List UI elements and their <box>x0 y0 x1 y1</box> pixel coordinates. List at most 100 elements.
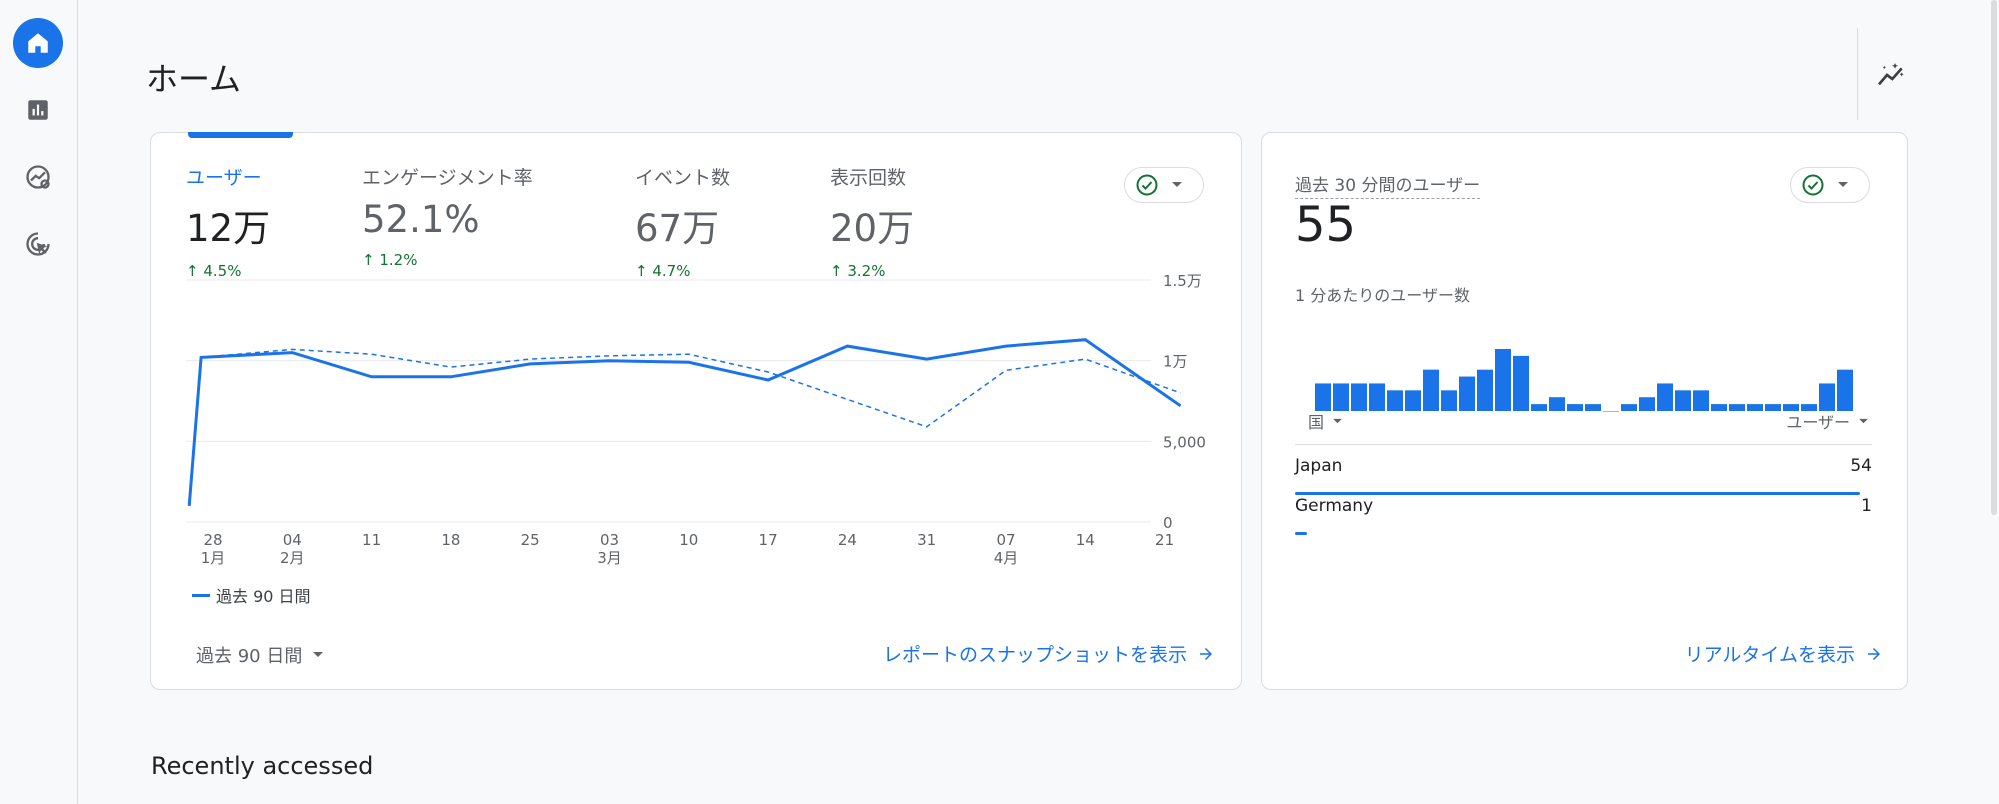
header-divider <box>1857 28 1858 120</box>
per-minute-bar <box>1333 383 1349 411</box>
nav-explore-button[interactable] <box>13 152 63 202</box>
home-icon <box>28 33 48 53</box>
nav-rail <box>0 0 78 804</box>
per-minute-bar <box>1405 390 1421 411</box>
x-tick-label: 10 <box>679 531 698 549</box>
per-minute-bar <box>1675 390 1691 411</box>
view-snapshot-label: レポートのスナップショットを表示 <box>882 644 1187 666</box>
check-circle-icon <box>1136 174 1158 196</box>
per-minute-bar <box>1459 376 1475 411</box>
metric-label: 表示回数 <box>830 167 907 189</box>
per-minute-bar <box>1837 369 1853 411</box>
y-tick-label: 0 <box>1163 514 1173 532</box>
comparison-series-line <box>201 348 1181 428</box>
nav-home-button[interactable] <box>13 18 63 68</box>
caret-down-icon <box>1333 418 1342 423</box>
nav-advertising-button[interactable] <box>13 219 63 269</box>
country-users: 54 <box>1850 456 1872 476</box>
legend-label: 過去 90 日間 <box>216 587 311 606</box>
bar-chart-icon <box>28 100 48 120</box>
y-tick-label: 1万 <box>1163 353 1188 371</box>
per-minute-label: 1 分あたりのユーザー数 <box>1295 286 1470 305</box>
x-tick-label: 04 <box>283 531 302 549</box>
overview-card: ユーザー 12万 ↑ 4.5% エンゲージメント率 52.1% ↑ 1.2% イ… <box>150 132 1242 690</box>
realtime-card: 過去 30 分間のユーザー 55 1 分あたりのユーザー数 国 ユーザー Jap… <box>1261 132 1908 690</box>
metric-value: 20万 <box>830 207 915 250</box>
share-bar <box>1295 492 1861 495</box>
legend-swatch <box>192 593 210 597</box>
view-realtime-link[interactable]: リアルタイムを表示 <box>1685 640 1883 667</box>
per-minute-bar <box>1747 404 1763 411</box>
share-bar <box>1295 532 1307 535</box>
per-minute-bar <box>1585 404 1601 411</box>
x-tick-label: 18 <box>441 531 460 549</box>
metric-change: ↑ 3.2% <box>830 262 886 280</box>
realtime-quality-menu-button[interactable] <box>1790 167 1870 203</box>
metric-change-value: 3.2% <box>847 262 886 280</box>
per-minute-bar <box>1819 383 1835 411</box>
per-minute-bar <box>1549 397 1565 411</box>
x-tick-label: 31 <box>917 531 936 549</box>
metric-value: 52.1% <box>362 198 480 241</box>
view-realtime-label: リアルタイムを表示 <box>1684 644 1855 666</box>
per-minute-bar <box>1639 397 1655 411</box>
x-tick-month-label: 3月 <box>597 549 622 567</box>
country-column-header[interactable]: 国 <box>1308 409 1343 433</box>
table-divider <box>1295 444 1872 445</box>
date-range-label: 過去 90 日間 <box>196 646 303 667</box>
x-tick-label: 24 <box>838 531 857 549</box>
x-tick-label: 21 <box>1155 531 1174 549</box>
x-tick-label: 28 <box>203 531 222 549</box>
metric-views-tab[interactable]: 表示回数 20万 ↑ 3.2% <box>830 163 914 280</box>
metric-change: ↑ 4.7% <box>635 262 691 280</box>
y-tick-label: 1.5万 <box>1163 272 1202 290</box>
metric-engagement-tab[interactable]: エンゲージメント率 52.1% ↑ 1.2% <box>362 163 533 269</box>
x-tick-label: 17 <box>759 531 778 549</box>
explore-icon <box>26 165 50 189</box>
arrow-right-icon <box>1200 647 1212 660</box>
metric-change: ↑ 1.2% <box>362 251 418 269</box>
page-title: ホーム <box>146 60 242 98</box>
caret-down-icon <box>1172 182 1182 187</box>
x-tick-month-label: 4月 <box>994 549 1019 567</box>
metric-events-tab[interactable]: イベント数 67万 ↑ 4.7% <box>635 163 730 280</box>
insights-button[interactable] <box>1869 53 1913 97</box>
x-tick-label: 11 <box>362 531 381 549</box>
view-snapshot-link[interactable]: レポートのスナップショットを表示 <box>883 640 1215 667</box>
per-minute-bar <box>1315 383 1331 411</box>
per-minute-bar <box>1531 404 1547 411</box>
scrollbar-thumb[interactable] <box>1991 0 1997 515</box>
metric-change: ↑ 4.5% <box>186 262 242 280</box>
page-scrollbar[interactable] <box>1989 0 1999 804</box>
x-tick-label: 14 <box>1076 531 1095 549</box>
x-tick-label: 07 <box>996 531 1015 549</box>
caret-down-icon <box>1859 418 1868 423</box>
per-minute-bar-chart <box>1315 349 1853 412</box>
chart-legend: 過去 90 日間 <box>192 583 311 607</box>
insights-icon <box>1877 63 1904 86</box>
cursor-target-icon <box>26 232 50 256</box>
caret-down-icon <box>313 652 324 657</box>
per-minute-bar <box>1369 383 1385 411</box>
per-minute-bar <box>1729 404 1745 411</box>
per-minute-bar <box>1513 355 1529 411</box>
per-minute-bar <box>1801 404 1817 411</box>
date-range-dropdown[interactable]: 過去 90 日間 <box>196 642 324 668</box>
per-minute-bar <box>1693 390 1709 411</box>
nav-reports-button[interactable] <box>13 85 63 135</box>
data-quality-menu-button[interactable] <box>1124 167 1204 203</box>
per-minute-bar <box>1711 404 1727 411</box>
metric-users-tab[interactable]: ユーザー 12万 ↑ 4.5% <box>186 163 270 280</box>
per-minute-bar <box>1441 390 1457 411</box>
per-minute-bar <box>1387 390 1403 411</box>
check-circle-icon <box>1802 174 1824 196</box>
realtime-value: 55 <box>1295 197 1357 253</box>
country-users: 1 <box>1861 496 1872 516</box>
users-column-header[interactable]: ユーザー <box>1786 409 1869 433</box>
metric-change-value: 1.2% <box>379 251 418 269</box>
metric-label: イベント数 <box>635 167 731 189</box>
per-minute-bar <box>1657 383 1673 411</box>
per-minute-bar <box>1765 404 1781 411</box>
metric-change-value: 4.5% <box>203 262 242 280</box>
metric-value: 67万 <box>635 207 720 250</box>
